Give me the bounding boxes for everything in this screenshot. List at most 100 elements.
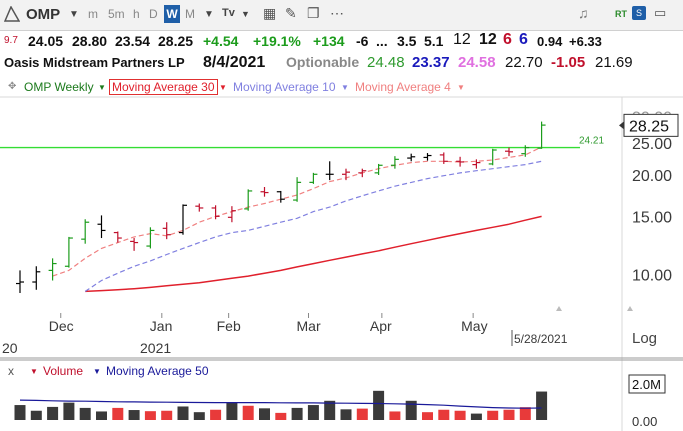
interval-h[interactable]: h [133, 7, 140, 21]
x-label-apr: Apr [370, 318, 392, 334]
alert-bell-icon[interactable]: ♫ [578, 5, 589, 21]
company-date: 8/4/2021 [203, 54, 266, 71]
interval-m[interactable]: m [88, 7, 98, 21]
volume-bar-29 [487, 410, 499, 420]
price-tick-3: 15.00 [632, 209, 672, 226]
volume-bar-22 [373, 390, 385, 420]
volume-bar-32 [536, 391, 548, 420]
scroll-up-triangle-icon[interactable] [556, 306, 562, 311]
symbol-icon [4, 6, 20, 22]
volume-bar-8 [144, 411, 156, 420]
draw-pencil-icon[interactable]: ✎ [285, 5, 297, 21]
interval-m-monthly[interactable]: M [185, 7, 195, 21]
quote-f9: 6 [519, 31, 528, 48]
quote-close: 28.25 [158, 33, 194, 49]
rt-label[interactable]: RT [615, 9, 627, 19]
price-tick-2: 20.00 [632, 168, 672, 185]
legend-ma30-dropdown-icon[interactable]: ▼ [219, 83, 227, 92]
chart-style-dropdown-icon[interactable]: ▼ [241, 9, 250, 19]
legend-series-dropdown-icon[interactable]: ▼ [98, 83, 106, 92]
x-year-fragment-label: 20 [2, 340, 18, 356]
volume-bar-16 [275, 412, 287, 420]
volume-bar-10 [177, 406, 189, 420]
quote-f4: 3.5 [397, 33, 417, 49]
volume-close-icon[interactable]: x [8, 364, 14, 378]
volume-dropdown-icon[interactable]: ▼ [30, 367, 38, 376]
log-scale-label[interactable]: Log [632, 330, 657, 347]
legend-ma4-dropdown-icon[interactable]: ▼ [457, 83, 465, 92]
volume-bar-17 [291, 407, 303, 420]
x-label-dec: Dec [49, 318, 74, 334]
toolbar: OMP ▼ m 5m h D W M ▼ Tv ▼ ▦ ✎ ❐ ⋯ ♫ RT S… [0, 0, 683, 31]
price-tick-1: 25.00 [632, 136, 672, 153]
symbol-dropdown-icon[interactable]: ▼ [69, 9, 79, 20]
more-icon[interactable]: ⋯ [330, 5, 344, 21]
volume-bar-5 [96, 411, 107, 420]
volume-bar-14 [242, 405, 254, 420]
company-name: Oasis Midstream Partners LP [4, 55, 185, 70]
quote-f1: +134 [313, 33, 345, 49]
volume-bar-30 [503, 409, 515, 420]
legend-ma10[interactable]: Moving Average 10 [233, 80, 336, 94]
quote-f3: ... [376, 33, 388, 49]
pane-handle-triangle-icon[interactable] [627, 306, 633, 311]
legend-series[interactable]: OMP Weekly [24, 80, 94, 94]
quote-f10: 0.94 [537, 34, 563, 49]
volume-bar-6 [112, 407, 124, 420]
settings-badge-icon[interactable]: S [632, 6, 646, 20]
volume-legend-label[interactable]: Volume [43, 364, 83, 378]
interval-d[interactable]: D [149, 7, 158, 21]
volume-bar-24 [405, 400, 417, 420]
company-v6: 21.69 [595, 54, 633, 71]
x-label-jan: Jan [150, 318, 173, 334]
symbol-label[interactable]: OMP [26, 6, 61, 23]
price-tick-4: 10.00 [632, 268, 672, 285]
volume-tick-zero: 0.00 [632, 414, 657, 429]
interval-w[interactable]: W [164, 5, 180, 23]
x-label-feb: Feb [217, 318, 241, 334]
notes-icon[interactable]: ❐ [307, 5, 320, 21]
x-year-label: 2021 [140, 340, 171, 356]
volume-bar-3 [63, 402, 75, 420]
grid-icon[interactable]: ▦ [263, 5, 277, 21]
company-v1: 24.48 [367, 54, 405, 71]
volume-bar-9 [161, 410, 173, 420]
date-box-label: 5/28/2021 [514, 332, 568, 346]
volume-bar-7 [128, 410, 140, 420]
legend-ma10-dropdown-icon[interactable]: ▼ [341, 83, 349, 92]
legend-ma30[interactable]: Moving Average 30 [109, 79, 218, 95]
window-icon[interactable]: ▭ [654, 5, 667, 20]
volume-bar-27 [454, 410, 466, 420]
volume-bar-20 [340, 409, 352, 420]
interval-5m[interactable]: 5m [108, 7, 125, 21]
volume-bar-13 [226, 402, 238, 420]
chart-type-icon[interactable]: Tv [222, 7, 235, 19]
volume-bar-2 [47, 406, 59, 420]
legend-diamond-icon: ✥ [8, 81, 17, 92]
ma30-line [85, 215, 542, 293]
company-row: Oasis Midstream Partners LP 8/4/2021 Opt… [0, 52, 683, 74]
quote-change-pct: +19.1% [253, 33, 301, 49]
volume-bar-1 [30, 410, 42, 420]
current-price-label: 28.25 [629, 118, 669, 135]
quote-low: 23.54 [115, 33, 151, 49]
interval-dropdown-icon[interactable]: ▼ [204, 9, 214, 20]
quote-prefix: 9.7 [4, 35, 18, 46]
volume-bar-4 [79, 407, 91, 420]
quote-last: 24.05 [28, 33, 64, 49]
volume-max-box [628, 374, 666, 394]
quote-f8: 6 [503, 31, 512, 48]
legend-ma4[interactable]: Moving Average 4 [355, 80, 451, 94]
volume-bar-19 [324, 400, 336, 420]
vol-ma-dropdown-icon[interactable]: ▼ [93, 367, 101, 376]
price-legend: ✥ OMP Weekly ▼ Moving Average 30 ▼ Movin… [0, 78, 683, 96]
volume-bar-28 [470, 413, 482, 420]
volume-bar-31 [519, 407, 531, 420]
vol-ma-legend-label[interactable]: Moving Average 50 [106, 364, 209, 378]
volume-bar-21 [356, 408, 368, 420]
volume-bar-25 [422, 412, 433, 420]
quote-f11: +6.33 [569, 34, 602, 49]
volume-ma50-line [19, 399, 542, 409]
current-price-box [623, 113, 679, 137]
x-label-may: May [461, 318, 487, 334]
